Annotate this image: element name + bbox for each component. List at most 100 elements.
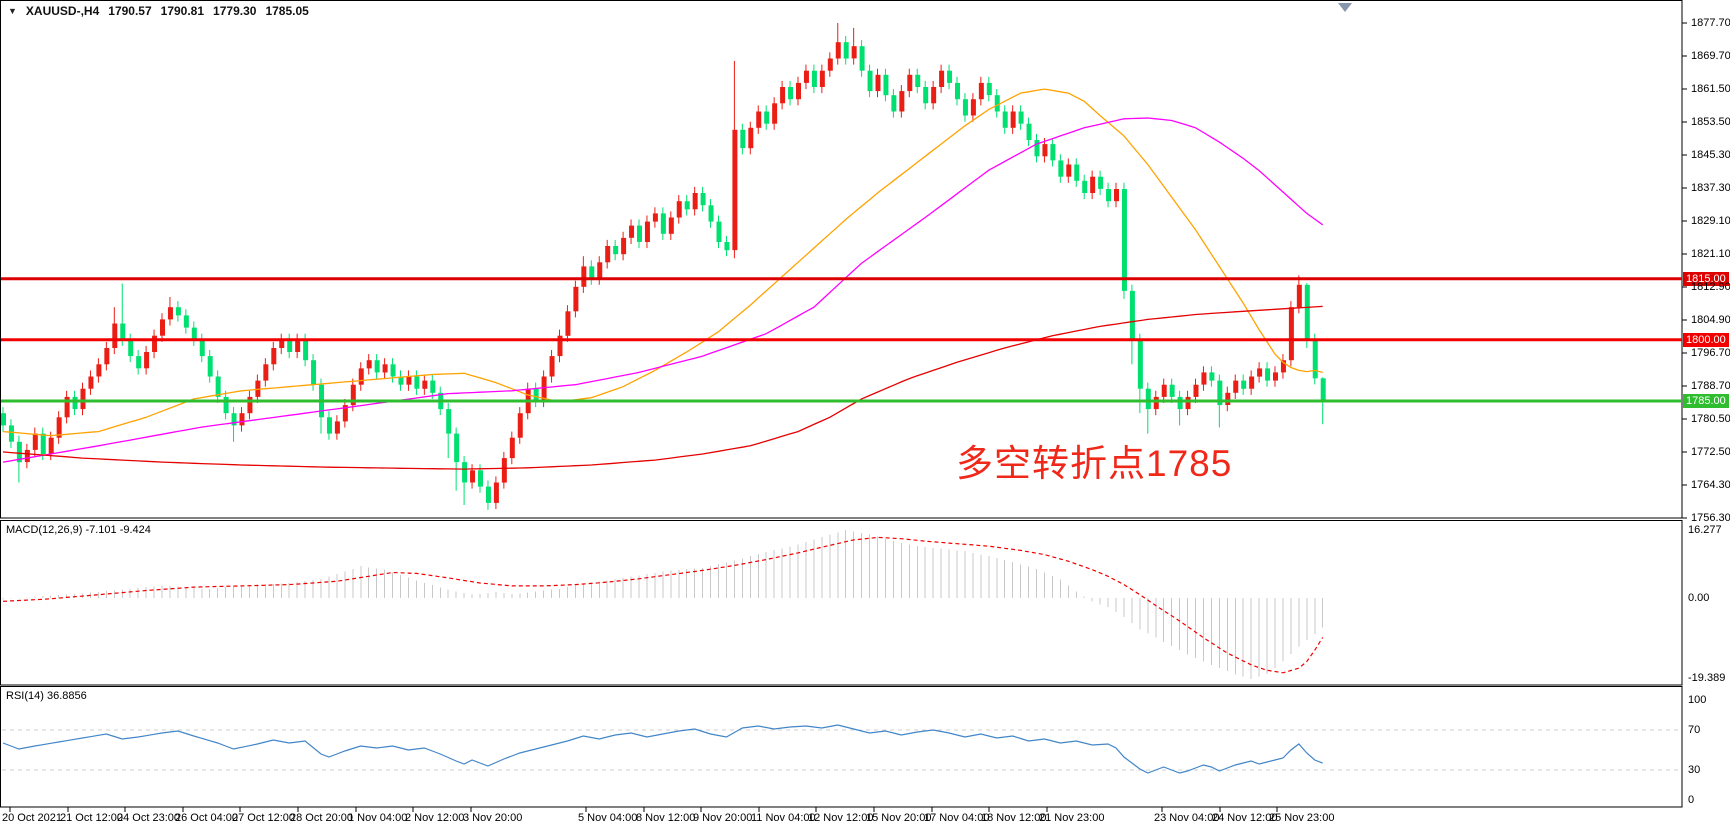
price-tick-label: 1796.70 — [1691, 347, 1730, 359]
candle-body — [1312, 339, 1318, 379]
candle-body — [1169, 384, 1175, 397]
macd-indicator-label: MACD(12,26,9) -7.101 -9.424 — [6, 524, 151, 536]
candle-body — [160, 319, 165, 336]
price-tick-label: 1804.90 — [1691, 314, 1730, 326]
price-badge-1800: 1800.00 — [1683, 332, 1729, 347]
candle-body — [1058, 160, 1064, 177]
candle-body — [493, 482, 499, 503]
candle-body — [597, 262, 603, 279]
candle-body — [947, 70, 953, 83]
candle-body — [223, 396, 229, 414]
time-tick-label: 23 Nov 04:00 — [1154, 812, 1220, 824]
candle-body — [676, 201, 682, 218]
candle-body — [923, 87, 929, 104]
candle-body — [1233, 380, 1239, 393]
candle-body — [1320, 378, 1326, 401]
candle-body — [1257, 368, 1263, 377]
candle-body — [1098, 176, 1104, 189]
time-tick-label: 15 Nov 20:00 — [866, 812, 932, 824]
annotation-text[interactable]: 多空转折点1785 — [956, 443, 1233, 484]
candle-body — [605, 246, 611, 263]
candle-body — [788, 87, 794, 100]
price-badge-1785: 1785.00 — [1683, 393, 1729, 408]
rsi-axis-label: 30 — [1688, 764, 1701, 776]
candle-body — [796, 82, 801, 100]
chevron-down-icon[interactable]: ▼ — [8, 6, 17, 16]
candle-body — [732, 129, 738, 251]
candle-body — [843, 42, 849, 59]
macd-panel-frame — [0, 520, 1683, 686]
candle-body — [342, 405, 348, 422]
candle-body — [1249, 376, 1255, 389]
candle-body — [136, 356, 142, 369]
candle-body — [859, 46, 865, 71]
candle-body — [549, 356, 555, 377]
candle-body — [613, 246, 619, 255]
candle-body — [811, 70, 817, 87]
candle-body — [454, 433, 460, 463]
candle-body — [1265, 368, 1271, 381]
candle-body — [1296, 284, 1302, 308]
time-tick-label: 9 Nov 20:00 — [693, 812, 753, 824]
candle-body — [470, 470, 476, 483]
candle-body — [263, 364, 269, 381]
time-tick-label: 21 Oct 12:00 — [60, 812, 123, 824]
candle-body — [1066, 164, 1072, 177]
candle-body — [406, 376, 412, 385]
candle-body — [247, 396, 253, 414]
candle-body — [1129, 290, 1135, 340]
candle-body — [271, 348, 277, 365]
candle-body — [48, 437, 54, 454]
time-tick-label: 25 Nov 23:00 — [1269, 812, 1335, 824]
time-tick-label: 26 Oct 04:00 — [175, 812, 238, 824]
candle-body — [279, 339, 285, 348]
candle-body — [915, 74, 921, 87]
candle-body — [1280, 360, 1286, 373]
candle-body — [72, 396, 78, 410]
candle-body — [1217, 380, 1223, 406]
time-tick-label: 2 Nov 12:00 — [405, 812, 465, 824]
candle-body — [24, 449, 30, 463]
candle-body — [565, 311, 571, 336]
candle-body — [1026, 123, 1032, 140]
candle-body — [326, 417, 332, 434]
candle-body — [303, 339, 309, 361]
candle-body — [668, 217, 674, 234]
candle-body — [740, 129, 746, 149]
candle-body — [1082, 180, 1088, 193]
candle-body — [334, 421, 340, 434]
candle-body — [1090, 176, 1096, 193]
candle-body — [557, 335, 563, 357]
time-tick-label: 3 Nov 20:00 — [463, 812, 523, 824]
candle-body — [207, 356, 213, 377]
candle-body — [1074, 164, 1080, 181]
candle-body — [88, 376, 94, 389]
candle-body — [199, 339, 205, 357]
candle-body — [1185, 396, 1191, 410]
candle-body — [1161, 384, 1167, 397]
candle-body — [112, 323, 118, 348]
candle-body — [1209, 372, 1215, 381]
price-tick-label: 1756.30 — [1691, 512, 1730, 524]
rsi-axis-label: 0 — [1688, 794, 1695, 806]
candle-body — [1145, 388, 1151, 410]
candle-body — [183, 315, 189, 328]
candle-body — [96, 364, 102, 377]
candle-body — [589, 266, 595, 279]
rsi-axis-label: 100 — [1688, 694, 1707, 706]
candle-body — [1010, 111, 1016, 128]
chart-shift-marker-icon[interactable] — [1338, 3, 1352, 12]
candle-body — [875, 74, 881, 92]
time-tick-label: 11 Nov 04:00 — [751, 812, 816, 824]
candle-body — [1106, 189, 1112, 202]
candle-body — [1034, 140, 1040, 157]
time-tick-label: 18 Nov 12:00 — [981, 812, 1047, 824]
candle-body — [366, 360, 372, 369]
candle-body — [541, 376, 547, 401]
candle-body — [1177, 396, 1183, 410]
candle-body — [390, 364, 396, 377]
price-tick-label: 1764.30 — [1691, 479, 1730, 491]
ohlc-low-value: 1779.30 — [213, 4, 257, 18]
candle-body — [637, 225, 642, 242]
